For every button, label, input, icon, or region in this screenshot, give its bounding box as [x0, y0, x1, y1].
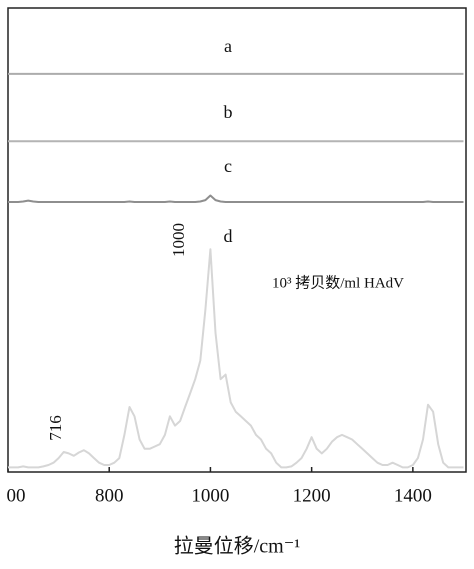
- series-label: d: [224, 226, 233, 246]
- series-label: a: [224, 36, 232, 56]
- x-tick-label: 1000: [191, 485, 229, 506]
- series-line: [8, 194, 464, 203]
- plot-frame: [7, 7, 467, 473]
- x-tick-label: 00: [7, 485, 26, 506]
- series-label: c: [224, 156, 232, 176]
- series-label: b: [224, 102, 233, 122]
- x-tick-label: 800: [95, 485, 124, 506]
- series-line: [8, 248, 464, 469]
- x-axis-label: 拉曼位移/cm⁻¹: [174, 535, 301, 558]
- x-tick-label: 1400: [394, 485, 432, 506]
- annotation: 716: [46, 415, 65, 441]
- annotation: 10³ 拷贝数/ml HAdV: [272, 274, 404, 291]
- x-tick-label: 1200: [293, 485, 331, 506]
- annotation: 1000: [169, 223, 188, 257]
